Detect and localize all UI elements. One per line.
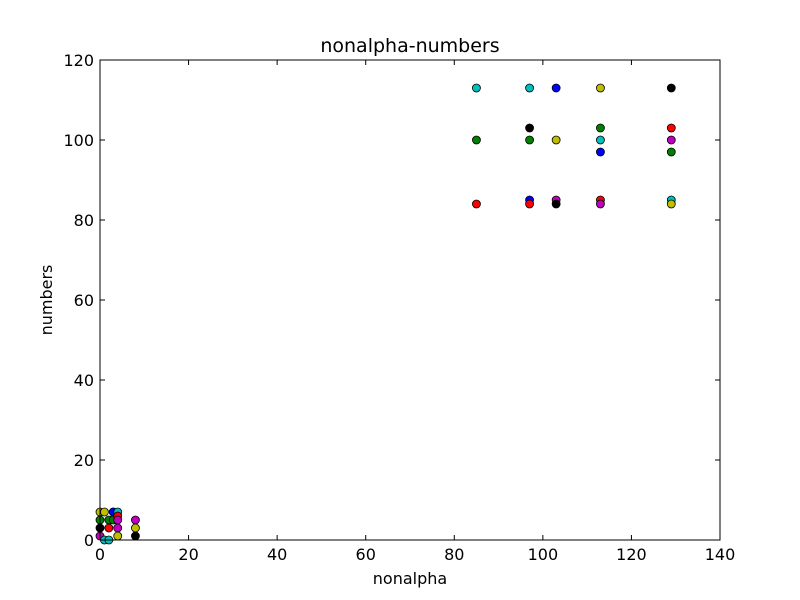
data-point xyxy=(525,135,534,145)
y-tick-label: 40 xyxy=(74,371,94,390)
y-tick-label: 20 xyxy=(74,451,94,470)
x-tick-label: 0 xyxy=(95,545,105,564)
data-point xyxy=(666,83,676,93)
ticks-layer: 0 20 40 60 80 100 120 140 0 20 40 60 80 100 120 xyxy=(63,51,735,564)
data-point xyxy=(525,199,534,209)
y-tick-label: 0 xyxy=(84,531,94,550)
y-tick-label: 80 xyxy=(74,211,94,230)
x-tick-label: 120 xyxy=(616,545,647,564)
data-point xyxy=(113,523,123,533)
data-point xyxy=(472,199,481,209)
data-point xyxy=(666,135,676,145)
data-point xyxy=(596,135,605,145)
data-point xyxy=(596,147,605,157)
data-point xyxy=(525,123,534,133)
data-point xyxy=(666,147,676,157)
chart-title: nonalpha-numbers xyxy=(320,35,499,57)
data-point xyxy=(131,515,140,525)
data-point xyxy=(551,135,561,145)
points-layer xyxy=(95,83,676,545)
x-tick-label: 60 xyxy=(356,545,376,564)
data-point xyxy=(666,199,676,209)
data-point xyxy=(596,199,605,209)
data-point xyxy=(551,83,561,93)
data-point xyxy=(666,123,676,133)
x-tick-label: 20 xyxy=(178,545,198,564)
data-point xyxy=(596,123,605,133)
x-tick-label: 40 xyxy=(267,545,287,564)
y-tick-label: 120 xyxy=(63,51,94,70)
x-axis-label: nonalpha xyxy=(373,569,447,588)
x-tick-label: 80 xyxy=(444,545,464,564)
data-point xyxy=(131,523,140,533)
data-point xyxy=(131,531,140,541)
data-point xyxy=(596,83,605,93)
data-point xyxy=(472,135,481,145)
x-tick-label: 140 xyxy=(705,545,736,564)
x-tick-label: 100 xyxy=(528,545,559,564)
y-tick-label: 100 xyxy=(63,131,94,150)
data-point xyxy=(113,515,123,525)
y-axis-label: numbers xyxy=(37,265,56,336)
data-point xyxy=(104,523,114,533)
data-point xyxy=(525,83,534,93)
data-point xyxy=(472,83,481,93)
data-point xyxy=(100,507,109,517)
y-tick-label: 60 xyxy=(74,291,94,310)
data-point xyxy=(113,531,123,541)
data-point xyxy=(551,199,561,209)
plot-frame xyxy=(99,59,721,541)
